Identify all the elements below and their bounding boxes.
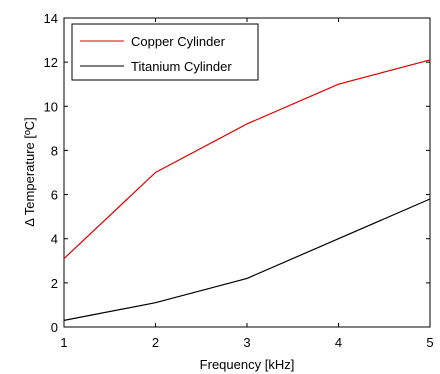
x-tick-label: 2 — [152, 335, 159, 350]
x-tick-label: 1 — [60, 335, 67, 350]
y-tick-label: 0 — [51, 320, 58, 335]
x-axis: 1 2 3 4 5 — [60, 18, 434, 350]
y-tick-label: 12 — [44, 55, 58, 70]
legend-box — [71, 23, 259, 81]
y-tick-label: 2 — [51, 276, 58, 291]
x-tick-label: 5 — [426, 335, 433, 350]
y-tick-label: 10 — [44, 99, 58, 114]
y-axis: 0 2 4 6 8 10 12 14 — [44, 11, 430, 335]
legend-label-copper: Copper Cylinder — [131, 34, 226, 49]
series-line-copper-cylinder — [63, 59, 431, 260]
y-tick-label: 6 — [51, 188, 58, 203]
y-tick-label: 4 — [51, 232, 58, 247]
y-tick-label: 8 — [51, 143, 58, 158]
x-tick-label: 4 — [335, 335, 342, 350]
x-tick-label: 3 — [243, 335, 250, 350]
x-axis-title: Frequency [kHz] — [200, 357, 295, 372]
legend-label-titanium: Titanium Cylinder — [131, 59, 232, 74]
y-axis-title: Δ Temperature [ºC] — [22, 117, 37, 227]
y-tick-label: 14 — [44, 11, 58, 26]
legend: Copper Cylinder Titanium Cylinder — [71, 23, 259, 81]
series-lines — [63, 59, 431, 321]
series-line-titanium-cylinder — [63, 198, 431, 321]
